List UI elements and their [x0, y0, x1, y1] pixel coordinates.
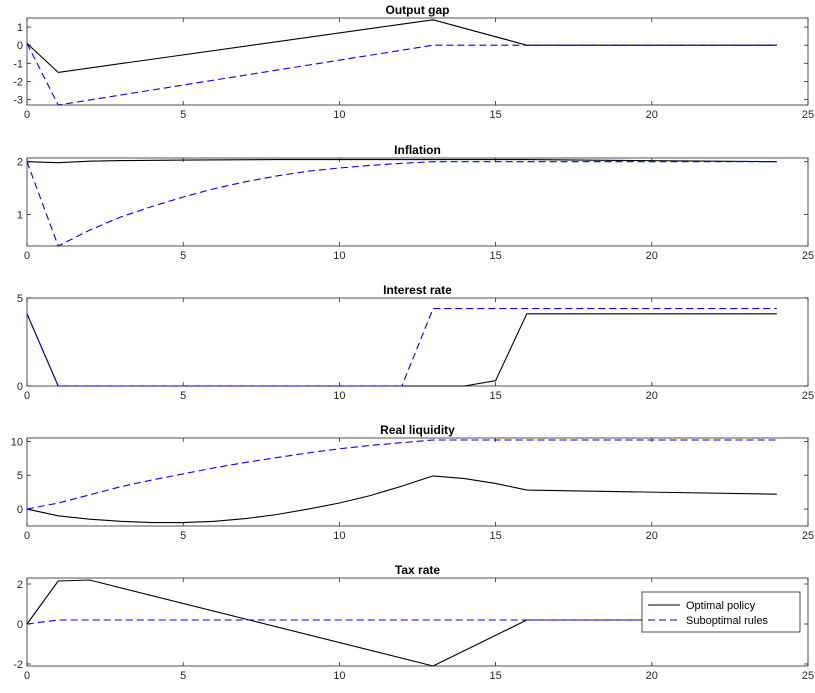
axes-box-real-liquidity	[26, 437, 809, 527]
x-tick-label: 0	[24, 670, 30, 682]
series-line-optimal-policy	[26, 19, 777, 73]
panel-title-inflation: Inflation	[394, 143, 441, 157]
x-tick-label: 15	[489, 670, 501, 682]
series-line-suboptimal-rules	[26, 619, 777, 625]
panel-inflation: Inflation 0 5 10 15 20 25 1 2	[17, 143, 814, 262]
y-tick-label: 0	[17, 619, 23, 631]
y-tick-label: 5	[17, 293, 23, 305]
series-line-suboptimal-rules	[26, 43, 777, 106]
y-tick-label: 0	[17, 381, 23, 393]
x-tick-label: 10	[333, 530, 345, 542]
axes-box-interest-rate	[26, 297, 809, 387]
y-tick-label: 2	[17, 157, 23, 169]
legend: Optimal policy Suboptimal rules	[641, 591, 801, 633]
panel-interest-rate: Interest rate 0 5 10 15 20 25 0 5	[17, 283, 814, 402]
x-tick-label: 5	[180, 390, 186, 402]
x-tick-label: 25	[802, 670, 814, 682]
x-tick-label: 15	[489, 390, 501, 402]
panel-title-interest-rate: Interest rate	[383, 283, 452, 297]
x-tick-label: 0	[24, 390, 30, 402]
y-tick-label: 1	[17, 22, 23, 34]
x-tick-label: 20	[646, 250, 658, 262]
axes-box-inflation	[26, 157, 809, 247]
x-tick-label: 15	[489, 530, 501, 542]
x-tick-label: 10	[333, 390, 345, 402]
series-line-optimal-policy	[26, 159, 777, 164]
series-line-suboptimal-rules	[26, 439, 777, 510]
y-tick-label: 10	[11, 436, 23, 448]
panel-real-liquidity: Real liquidity 0 5 10 15 20 25 0 5 10	[11, 423, 814, 542]
series-line-optimal-policy	[26, 475, 777, 524]
y-tick-label: -1	[13, 58, 23, 70]
x-tick-label: 5	[180, 530, 186, 542]
legend-box	[641, 591, 801, 633]
x-tick-label: 10	[333, 250, 345, 262]
x-tick-label: 0	[24, 109, 30, 121]
x-tick-label: 15	[489, 250, 501, 262]
panel-title-tax-rate: Tax rate	[395, 563, 440, 577]
x-tick-label: 10	[333, 109, 345, 121]
x-tick-label: 5	[180, 670, 186, 682]
y-tick-label: 0	[17, 504, 23, 516]
y-tick-label: 0	[17, 40, 23, 52]
x-tick-label: 5	[180, 109, 186, 121]
y-tick-label: 1	[17, 209, 23, 221]
panel-title-real-liquidity: Real liquidity	[380, 423, 455, 437]
x-tick-label: 25	[802, 530, 814, 542]
x-tick-label: 15	[489, 109, 501, 121]
series-line-suboptimal-rules	[26, 308, 777, 387]
x-tick-label: 20	[646, 109, 658, 121]
x-tick-label: 5	[180, 250, 186, 262]
x-tick-label: 25	[802, 109, 814, 121]
y-tick-label: 5	[17, 470, 23, 482]
panel-output-gap: Output gap 0 5 10 15 20 25 -3 -2 -1 0 1	[13, 3, 814, 121]
y-tick-label: -2	[13, 659, 23, 671]
x-tick-label: 25	[802, 390, 814, 402]
x-tick-label: 20	[646, 670, 658, 682]
x-tick-label: 10	[333, 670, 345, 682]
x-tick-label: 0	[24, 250, 30, 262]
axes-box-output-gap	[26, 17, 809, 106]
legend-label-suboptimal-rules: Suboptimal rules	[686, 615, 768, 627]
legend-label-optimal-policy: Optimal policy	[686, 600, 756, 612]
y-tick-label: -3	[13, 95, 23, 107]
x-tick-label: 25	[802, 250, 814, 262]
series-line-optimal-policy	[26, 313, 777, 387]
panel-title-output-gap: Output gap	[386, 3, 450, 17]
x-tick-label: 0	[24, 530, 30, 542]
y-tick-label: -2	[13, 76, 23, 88]
x-tick-label: 20	[646, 390, 658, 402]
y-tick-label: 2	[17, 579, 23, 591]
x-tick-label: 20	[646, 530, 658, 542]
